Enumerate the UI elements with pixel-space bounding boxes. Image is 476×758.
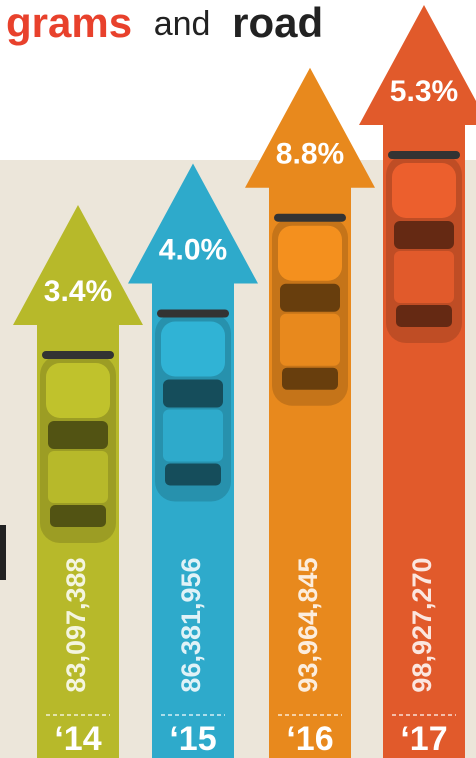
car-bumper <box>388 151 460 159</box>
value-label: 83,097,388 <box>61 557 91 692</box>
growth-label: 4.0% <box>159 233 227 266</box>
page: grams and road 3.4% 83,097,388 ‘14 4.0% 86,3… <box>0 0 476 758</box>
car <box>386 151 462 343</box>
car-rear-window <box>396 305 452 327</box>
value-label: 98,927,270 <box>407 557 437 692</box>
car-bumper <box>157 310 229 318</box>
car-windshield <box>280 284 340 312</box>
car-hood <box>161 322 225 377</box>
car-roof <box>163 410 223 462</box>
title-part: grams <box>6 0 132 46</box>
car-hood <box>278 226 342 281</box>
car-hood <box>46 363 110 418</box>
category-label: ‘16 <box>286 720 333 758</box>
car <box>40 351 116 543</box>
title: grams and road <box>6 0 323 46</box>
category-label: ‘17 <box>400 720 447 758</box>
edge-fragment <box>0 525 6 580</box>
title-part: road <box>232 0 323 46</box>
car-hood <box>392 163 456 218</box>
title-part: and <box>154 5 211 43</box>
growth-label: 3.4% <box>44 275 112 308</box>
growth-label: 8.8% <box>276 138 344 171</box>
car-rear-window <box>282 368 338 390</box>
car <box>155 310 231 502</box>
value-label: 86,381,956 <box>176 557 206 692</box>
infographic: grams and road 3.4% 83,097,388 ‘14 4.0% 86,3… <box>0 0 476 758</box>
car-rear-window <box>165 464 221 486</box>
growth-label: 5.3% <box>390 75 458 108</box>
car-bumper <box>274 214 346 222</box>
car-windshield <box>48 421 108 449</box>
category-label: ‘15 <box>169 720 216 758</box>
car-roof <box>280 314 340 366</box>
car-bumper <box>42 351 114 359</box>
car-windshield <box>394 221 454 249</box>
car-roof <box>394 251 454 303</box>
car-roof <box>48 451 108 503</box>
car-rear-window <box>50 505 106 527</box>
car <box>272 214 348 406</box>
value-label: 93,964,845 <box>293 557 323 692</box>
car-windshield <box>163 380 223 408</box>
category-label: ‘14 <box>54 720 101 758</box>
